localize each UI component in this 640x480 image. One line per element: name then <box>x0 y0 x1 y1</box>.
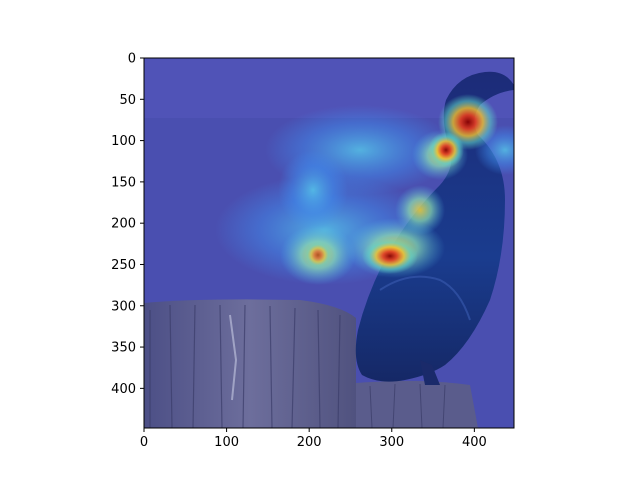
activation-blob-hot-body <box>362 238 418 274</box>
axes-frame <box>143 57 515 429</box>
plot-area <box>144 58 514 428</box>
x-tick-label: 100 <box>214 435 239 450</box>
y-tick-label: 50 <box>119 93 136 108</box>
x-tick-label: 300 <box>379 435 404 450</box>
x-tick-label: 400 <box>462 435 487 450</box>
wooden-post-left <box>144 299 356 428</box>
y-tick-label: 300 <box>111 299 136 314</box>
y-tick-label: 150 <box>111 175 136 190</box>
y-tick-label: 250 <box>111 258 136 273</box>
y-tick-label: 200 <box>111 217 136 232</box>
x-tick-label: 200 <box>297 435 322 450</box>
activation-blob-hot-left <box>304 241 332 269</box>
wooden-post-right <box>356 380 478 428</box>
heatmap-overlay <box>215 94 514 285</box>
y-tick-label: 100 <box>111 134 136 149</box>
activation-blob-left <box>278 150 348 230</box>
activation-blob-hot-neck <box>428 132 464 168</box>
x-axis: 0 100 200 300 400 <box>140 428 487 450</box>
y-axis: 0 50 100 150 200 250 300 350 400 <box>111 52 144 397</box>
y-tick-label: 350 <box>111 341 136 356</box>
y-tick-label: 400 <box>111 382 136 397</box>
x-tick-label: 0 <box>140 435 148 450</box>
activation-blob-warm-3 <box>395 185 445 235</box>
y-tick-label: 0 <box>128 52 136 67</box>
